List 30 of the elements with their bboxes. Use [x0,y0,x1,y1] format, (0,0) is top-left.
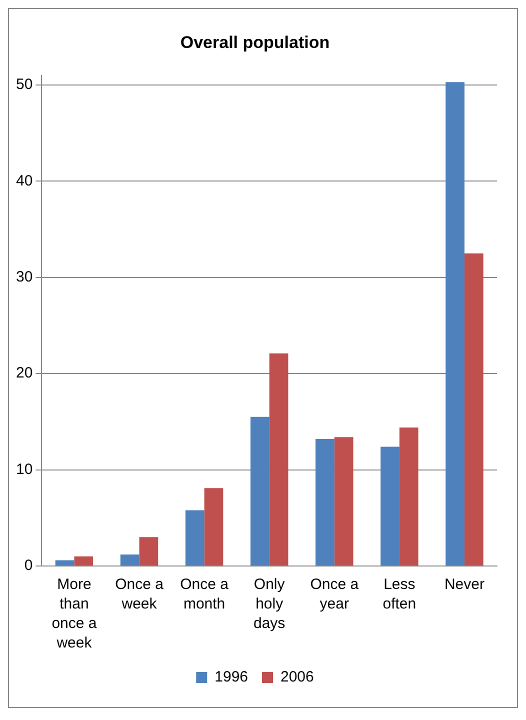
bar [316,439,334,566]
x-tick-label: Once a month [180,576,230,612]
x-tick-label: Less often [382,576,416,612]
y-tick-label: 50 [16,76,33,94]
bar [334,437,354,566]
legend-label: 1996 [214,668,248,686]
bar [380,446,400,566]
bar [55,560,74,566]
y-tick-label: 20 [16,364,33,382]
y-tick-label: 0 [24,557,33,574]
y-tick-label: 40 [16,172,33,190]
x-tick-label: Never [444,576,484,593]
chart-title: Overall population [180,32,330,52]
x-tick-label: Once a year [310,576,360,612]
legend-label: 2006 [280,668,314,686]
bar [74,556,94,566]
y-tick-label: 30 [16,268,33,286]
x-tick-label: Only holy days [254,576,286,632]
bar [250,416,270,566]
bar [446,82,464,566]
bar [204,488,224,566]
x-tick-label: Once a week [115,576,164,612]
bar [185,510,204,566]
bar [120,554,140,566]
bar [464,253,484,566]
y-tick-label: 10 [16,460,33,478]
bar [399,427,418,566]
bar [139,537,158,566]
bar [269,353,288,566]
x-tick-label: More than once a week [52,576,98,652]
